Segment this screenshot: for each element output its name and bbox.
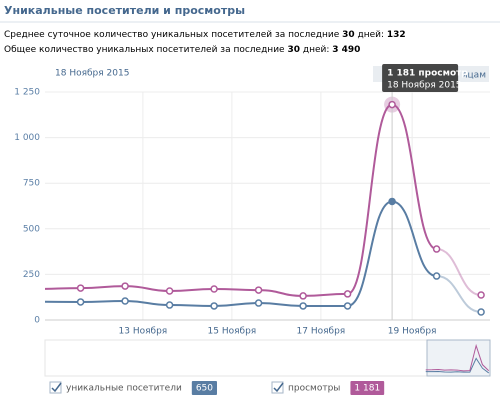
date-label: 18 Ноября 2015 [55,69,129,79]
line [45,103,437,297]
legend-badge-bg [350,381,385,395]
point [165,301,174,309]
y-tick-label: 750 [23,179,40,189]
point [477,308,485,316]
legend-label: просмотры [288,384,340,394]
x-tick-label: 13 Ноября [119,327,168,337]
point [432,272,441,280]
y-tick-label: 500 [23,224,40,234]
point [210,302,218,310]
point [343,302,352,310]
point [299,302,307,310]
y-tick-label: 0 [34,316,40,326]
legend-badge-bg [191,381,217,395]
point [388,100,396,109]
tooltip-date: 18 Ноября 2015 [387,81,461,91]
point [165,287,174,295]
tooltip-box [382,64,459,92]
y-tick-label: 1 000 [14,133,40,143]
point [254,286,263,294]
point [121,282,129,290]
point [76,284,85,292]
y-tick-label: 250 [23,270,40,280]
title: Уникальные посетители и просмотры [4,4,245,17]
point [388,197,396,206]
navigator[interactable] [44,339,491,377]
navigator-line [425,357,490,374]
legend-checkbox[interactable] [271,381,284,394]
point [121,297,129,305]
point [343,290,352,298]
point [299,292,307,300]
line-partial [436,248,482,297]
legend-badge: 650 [196,384,213,394]
tooltip-text: 1 181 просмотр [387,69,468,79]
y-tick-label: 1 250 [14,88,40,98]
navigator-line [425,343,490,372]
point [432,245,441,253]
x-tick-label: 15 Ноября [208,327,257,337]
stat-line: Общее количество уникальных посетителей … [4,45,360,55]
line-partial [436,275,482,313]
x-tick-label: 19 Ноября [388,327,437,337]
checkmark [273,382,284,393]
legend-label: уникальные посетители [66,384,182,394]
legend-checkbox[interactable] [49,381,62,394]
lines [45,103,482,313]
stat-line: Среднее суточное количество уникальных п… [4,30,406,40]
button-label[interactable]: яцам [462,71,486,81]
point [76,298,85,306]
legend-badge: 1 181 [354,384,380,394]
checkmark [51,382,62,393]
point [254,299,263,307]
point [477,291,485,299]
x-tick-label: 17 Ноября [297,327,346,337]
tooltip: 1 181 просмотр 18 Ноября 2015 [382,64,468,92]
point [210,285,218,293]
